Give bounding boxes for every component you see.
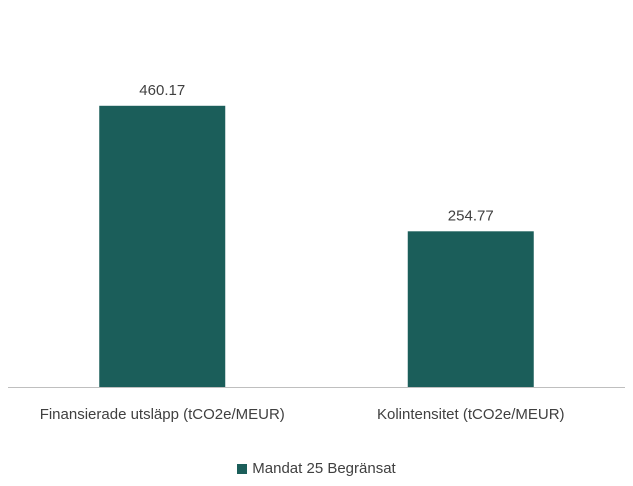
bar-1 bbox=[99, 105, 226, 387]
legend-swatch bbox=[237, 463, 248, 474]
labels-group: 460.17 Finansierade utsläpp (tCO2e/MEUR) 2… bbox=[40, 82, 565, 423]
x-tick-label-2: Kolintensitet (tCO2e/MEUR) bbox=[377, 406, 565, 423]
bars-group bbox=[99, 105, 534, 387]
legend: Mandat 25 Begränsat bbox=[0, 460, 633, 477]
data-label-1: 460.17 bbox=[139, 82, 185, 99]
x-tick-label-1: Finansierade utsläpp (tCO2e/MEUR) bbox=[40, 406, 285, 423]
legend-label: Mandat 25 Begränsat bbox=[252, 460, 396, 477]
bar-2 bbox=[407, 231, 534, 387]
data-label-2: 254.77 bbox=[448, 207, 494, 224]
